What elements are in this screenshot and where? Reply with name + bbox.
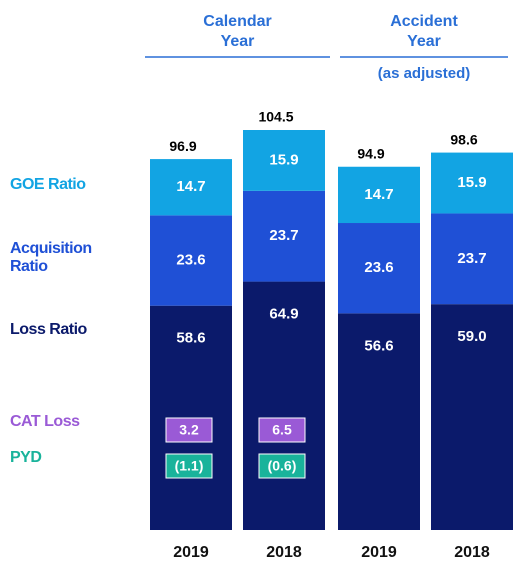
total-label: 98.6 (450, 131, 477, 147)
badge (258, 453, 306, 479)
group-label: Calendar Year (203, 13, 271, 50)
segment-label: 23.7 (269, 227, 298, 244)
bar-segment (431, 304, 513, 530)
bar-segment (431, 213, 513, 305)
bar-segment (431, 152, 513, 214)
badge-label: 3.2 (179, 422, 199, 438)
segment-label: 15.9 (269, 151, 298, 168)
bar-segment (243, 281, 325, 530)
legend-label: Acquisition Ratio (10, 240, 92, 275)
bar-segment (243, 130, 325, 191)
badge-label: 6.5 (272, 422, 292, 438)
legend-label: PYD (10, 449, 42, 466)
segment-label: 64.9 (269, 306, 298, 323)
badge (165, 417, 213, 443)
group-label: Accident Year (390, 13, 458, 50)
total-label: 104.5 (258, 109, 293, 125)
badge (258, 417, 306, 443)
bar-segment (243, 190, 325, 282)
segment-label: 14.7 (176, 178, 205, 195)
bar-segment (150, 215, 232, 306)
bar-segment (338, 313, 420, 530)
legend-label: GOE Ratio (10, 176, 86, 193)
bar-segment (150, 159, 232, 216)
legend-label: CAT Loss (10, 413, 80, 430)
segment-label: 14.7 (364, 186, 393, 203)
segment-label: 59.0 (457, 328, 486, 345)
segment-label: 15.9 (457, 174, 486, 191)
segment-label: 58.6 (176, 330, 205, 347)
bar-segment (338, 166, 420, 224)
total-label: 96.9 (169, 138, 196, 154)
segment-label: 56.6 (364, 337, 393, 354)
group-sublabel: (as adjusted) (378, 65, 471, 82)
x-tick-label: 2019 (361, 544, 397, 561)
total-label: 94.9 (357, 145, 384, 161)
segment-label: 23.7 (457, 250, 486, 267)
bar-segment (338, 223, 420, 314)
x-tick-label: 2018 (454, 544, 490, 561)
segment-label: 23.6 (364, 259, 393, 276)
badge (165, 453, 213, 479)
x-tick-label: 2018 (266, 544, 302, 561)
badge-label: (0.6) (268, 458, 297, 474)
legend-label: Loss Ratio (10, 321, 87, 338)
x-tick-label: 2019 (173, 544, 209, 561)
segment-label: 23.6 (176, 251, 205, 268)
badge-label: (1.1) (175, 458, 204, 474)
